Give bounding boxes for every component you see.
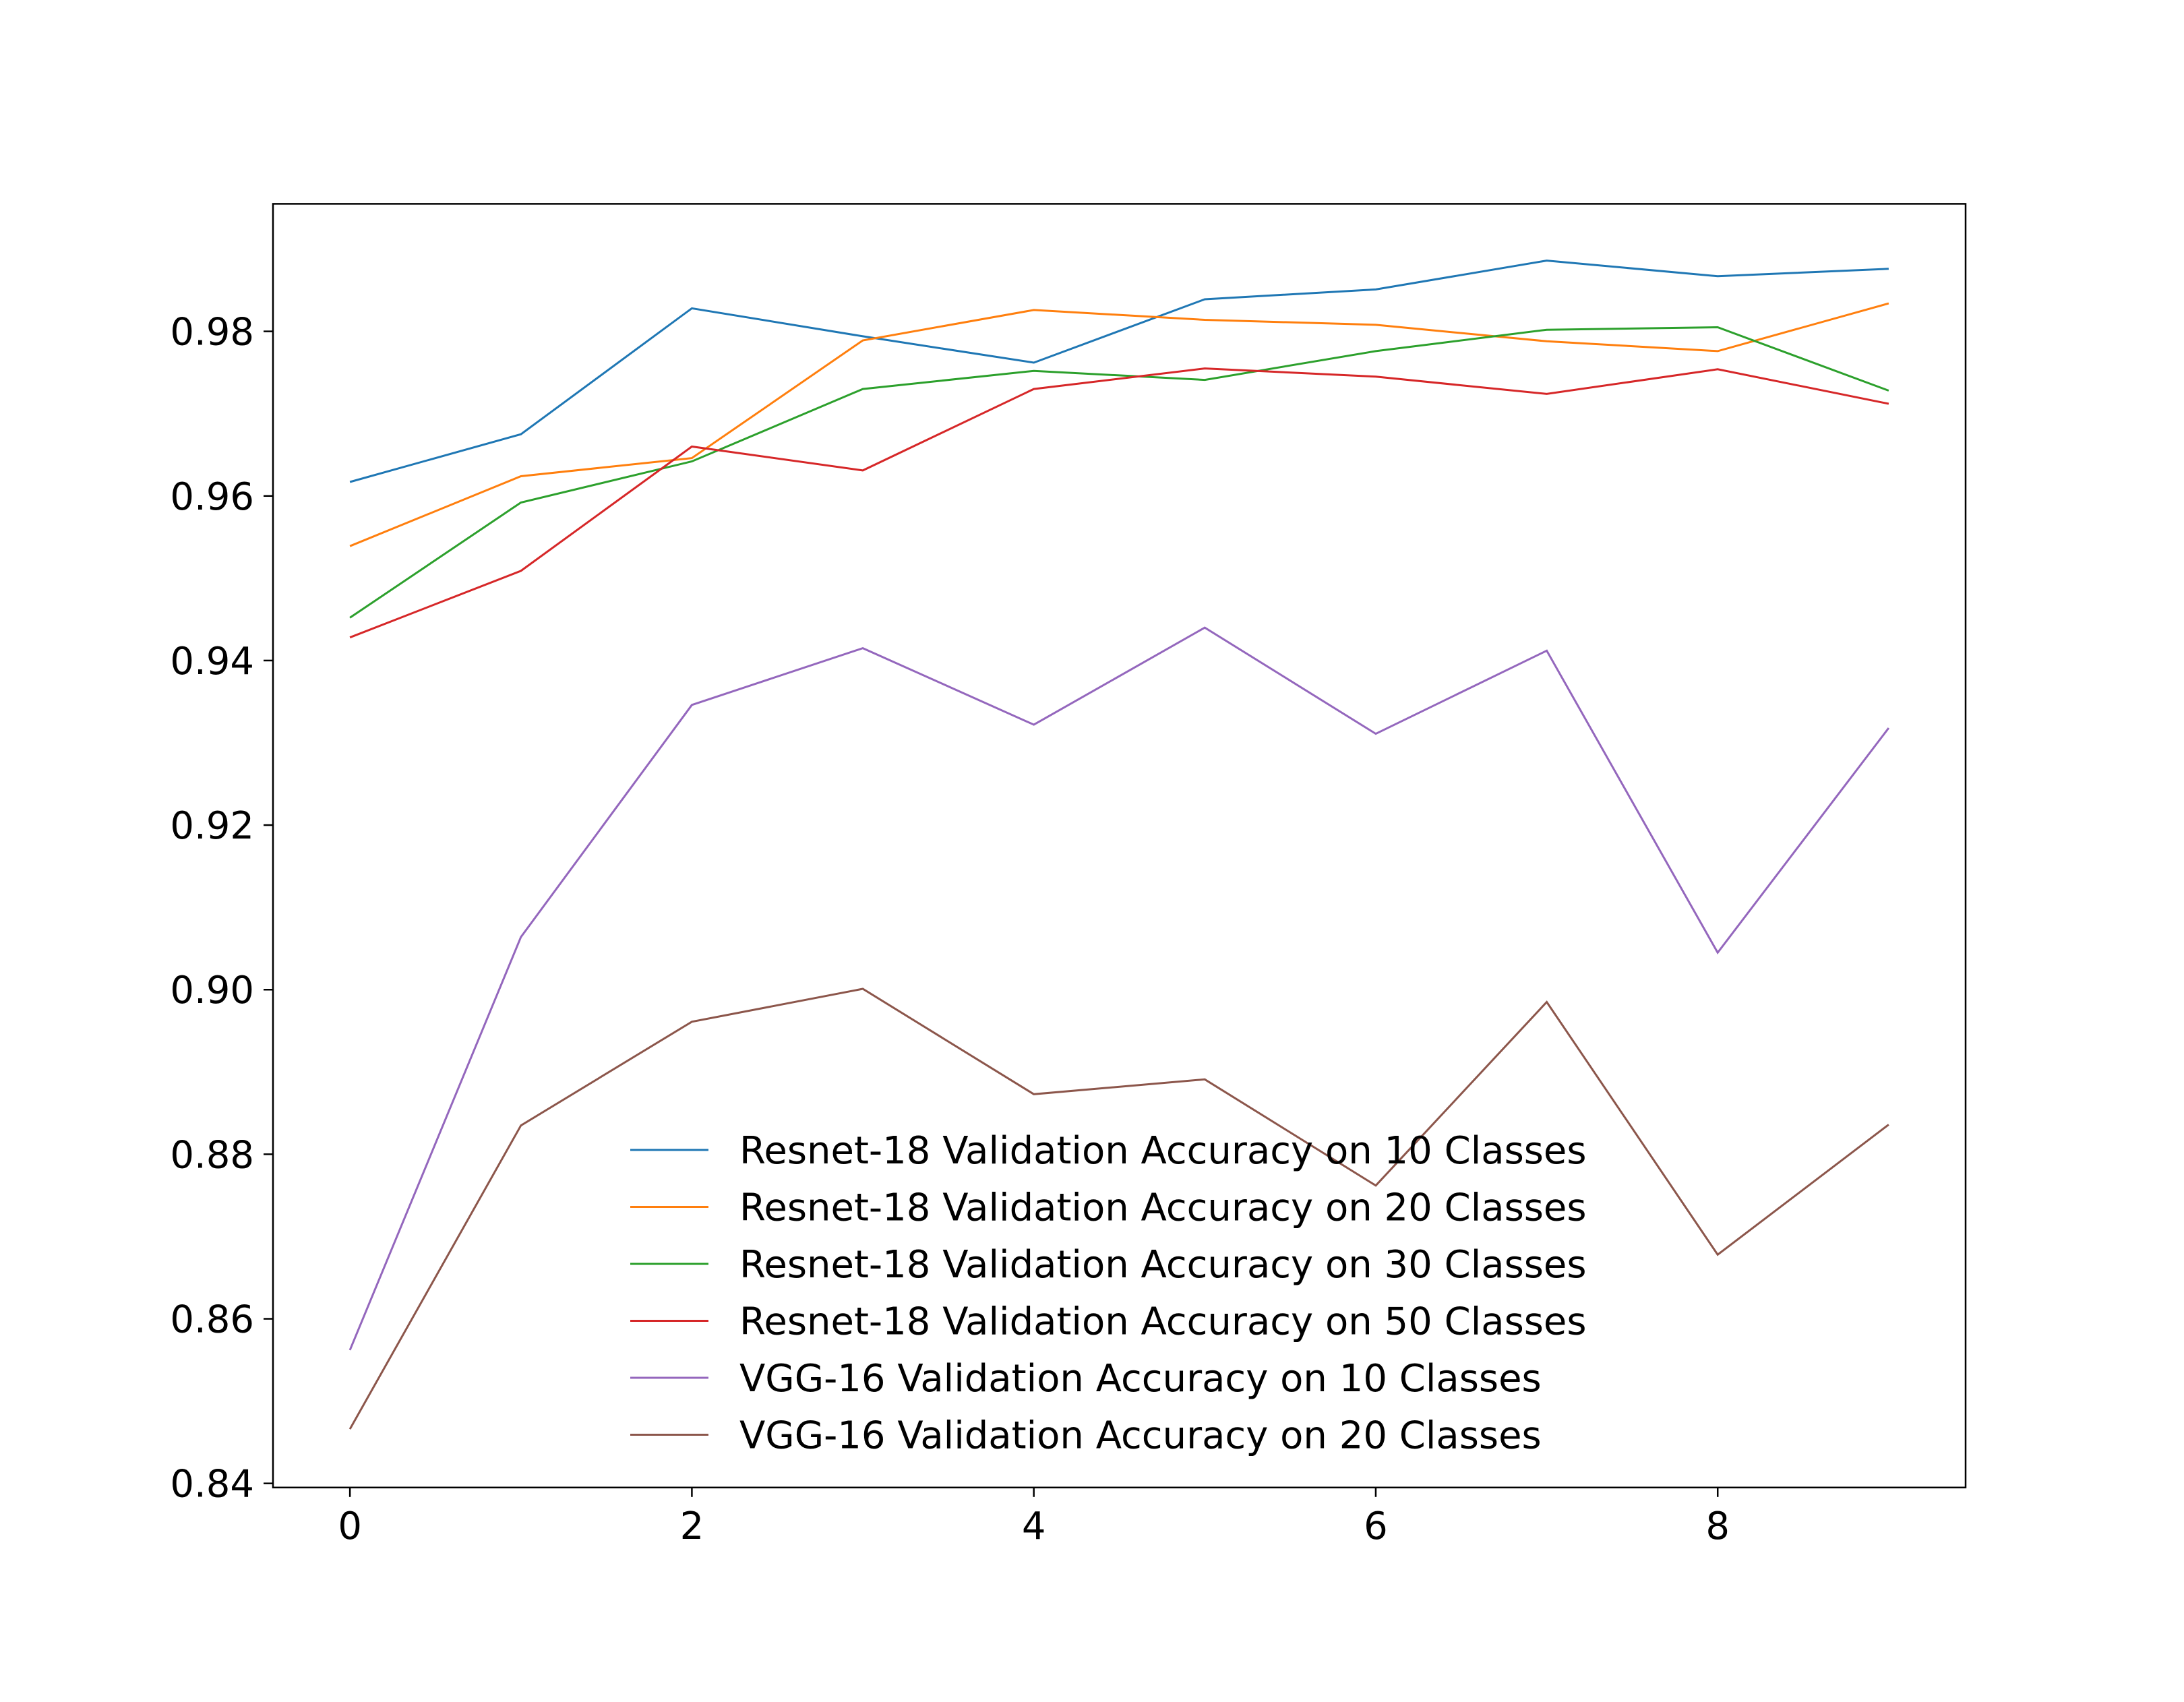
x-tick-label: 6: [1364, 1505, 1388, 1548]
y-tick-label: 0.86: [170, 1298, 254, 1342]
x-tick-label: 2: [680, 1505, 704, 1548]
plot-background: [273, 204, 1966, 1488]
y-tick-label: 0.90: [170, 969, 254, 1012]
series-layer: [348, 260, 1890, 1430]
legend: Resnet-18 Validation Accuracy on 10 Clas…: [630, 1129, 1587, 1458]
y-tick-label: 0.84: [170, 1463, 254, 1507]
y-tick-label: 0.88: [170, 1133, 254, 1177]
legend-label: Resnet-18 Validation Accuracy on 30 Clas…: [739, 1243, 1587, 1287]
y-tick-label: 0.96: [170, 475, 254, 519]
legend-label: Resnet-18 Validation Accuracy on 20 Clas…: [739, 1186, 1587, 1230]
plot-frame: [272, 203, 1967, 1489]
legend-label: VGG-16 Validation Accuracy on 20 Classes: [739, 1414, 1542, 1458]
y-axis: 0.84 0.86 0.88 0.90 0.92 0.94 0.96 0.98: [170, 311, 273, 1507]
series-line: [349, 326, 1889, 619]
x-tick-label: 0: [338, 1505, 362, 1548]
x-axis: 0 2 4 6 8: [338, 1487, 1730, 1548]
legend-label: Resnet-18 Validation Accuracy on 10 Clas…: [739, 1129, 1587, 1173]
x-tick-label: 8: [1705, 1505, 1730, 1548]
series-line: [348, 626, 1890, 1351]
y-tick-label: 0.98: [170, 311, 254, 355]
y-tick-label: 0.94: [170, 640, 254, 683]
series-line: [348, 987, 1889, 1430]
legend-label: VGG-16 Validation Accuracy on 10 Classes: [739, 1357, 1542, 1401]
x-tick-label: 4: [1022, 1505, 1046, 1548]
series-line: [349, 302, 1889, 547]
series-line: [349, 367, 1889, 639]
y-tick-label: 0.92: [170, 804, 254, 848]
series-line: [349, 260, 1889, 483]
legend-label: Resnet-18 Validation Accuracy on 50 Clas…: [739, 1300, 1587, 1344]
